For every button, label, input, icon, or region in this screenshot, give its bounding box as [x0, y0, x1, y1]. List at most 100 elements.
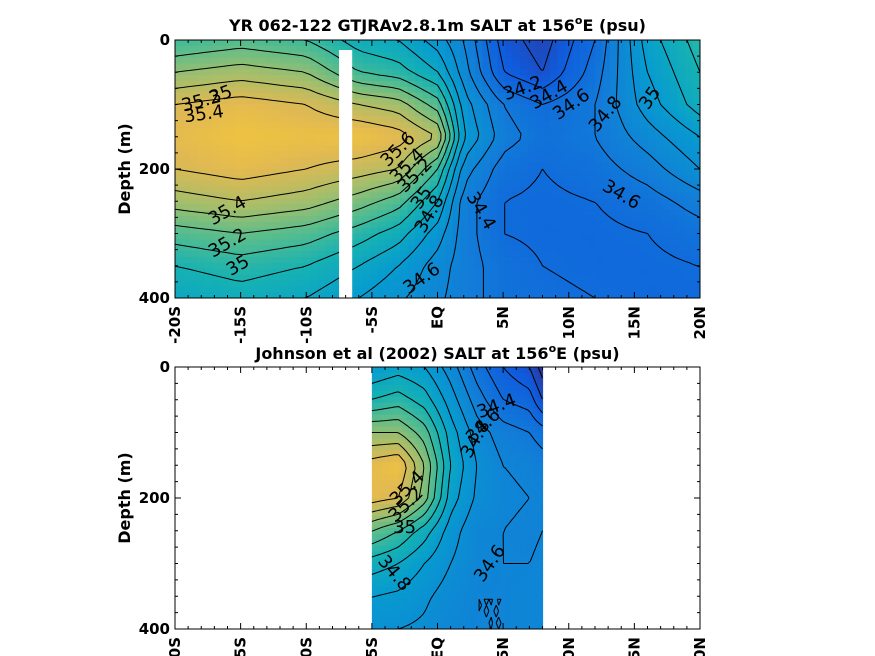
heatmap-cell [384, 474, 388, 481]
heatmap-cell [466, 396, 470, 404]
heatmap-cell [212, 256, 221, 264]
heatmap-cell [505, 372, 509, 380]
heatmap-cell [670, 163, 679, 170]
heatmap-cell [432, 372, 436, 380]
heatmap-cell [459, 492, 463, 499]
heatmap-cell [362, 145, 371, 153]
heatmap-cell [287, 174, 296, 182]
heatmap-cell [425, 503, 429, 511]
heatmap-cell [212, 92, 221, 100]
heatmap-cell [508, 492, 512, 499]
heatmap-cell [376, 474, 380, 481]
heatmap-cell [482, 215, 491, 223]
heatmap-cell [632, 75, 641, 82]
heatmap-cell [182, 215, 191, 223]
heatmap-cell [452, 157, 461, 164]
heatmap-cell [471, 498, 475, 505]
heatmap-cell [540, 384, 544, 392]
heatmap-cell [460, 262, 469, 270]
heatmap-cell [250, 210, 259, 217]
heatmap-cell [580, 268, 589, 276]
heatmap-cell [317, 69, 326, 76]
heatmap-cell [479, 420, 483, 428]
heatmap-cell [520, 274, 529, 282]
heatmap-cell [287, 92, 296, 100]
heatmap-cell [632, 245, 641, 252]
heatmap-cell [476, 438, 480, 445]
heatmap-cell [685, 221, 694, 229]
heatmap-cell [520, 402, 524, 410]
heatmap-cell [407, 251, 416, 258]
heatmap-cell [476, 468, 480, 475]
heatmap-cell [662, 204, 671, 211]
heatmap-cell [466, 456, 470, 463]
heatmap-cell [393, 438, 397, 445]
heatmap-cell [175, 127, 184, 135]
heatmap-cell [400, 251, 409, 258]
heatmap-cell [505, 286, 514, 293]
heatmap-cell [685, 45, 694, 53]
heatmap-cell [227, 81, 236, 88]
heatmap-cell [482, 274, 491, 282]
heatmap-cell [617, 69, 626, 76]
heatmap-cell [640, 92, 649, 100]
heatmap-cell [362, 262, 371, 270]
heatmap-cell [580, 145, 589, 153]
heatmap-cell [295, 63, 304, 70]
heatmap-cell [535, 286, 544, 293]
heatmap-cell [467, 227, 476, 235]
heatmap-cell [482, 262, 491, 270]
heatmap-cell [535, 139, 544, 147]
heatmap-cell [190, 75, 199, 82]
heatmap-cell [302, 268, 311, 276]
heatmap-cell [396, 486, 400, 493]
heatmap-cell [377, 274, 386, 282]
heatmap-cell [175, 75, 184, 82]
heatmap-cell [377, 151, 386, 158]
heatmap-cell [425, 396, 429, 404]
heatmap-cell [617, 104, 626, 111]
heatmap-cell [423, 462, 427, 469]
heatmap-cell [355, 57, 364, 65]
heatmap-cell [512, 57, 521, 65]
heatmap-cell [287, 198, 296, 205]
heatmap-cell [325, 262, 334, 270]
heatmap-cell [287, 63, 296, 70]
heatmap-cell [398, 414, 402, 422]
heatmap-cell [391, 456, 395, 463]
heatmap-cell [518, 462, 522, 469]
heatmap-cell [449, 402, 453, 410]
heatmap-cell [482, 186, 491, 194]
heatmap-cell [475, 268, 484, 276]
heatmap-cell [362, 86, 371, 94]
heatmap-cell [250, 245, 259, 252]
heatmap-cell [413, 372, 417, 380]
heatmap-cell [435, 402, 439, 410]
heatmap-cell [175, 51, 184, 59]
heatmap-cell [408, 402, 412, 410]
heatmap-cell [508, 468, 512, 475]
heatmap-cell [379, 384, 383, 392]
heatmap-cell [420, 378, 424, 386]
heatmap-cell [235, 75, 244, 82]
heatmap-cell [482, 204, 491, 211]
heatmap-cell [486, 396, 490, 404]
heatmap-cell [435, 372, 439, 380]
heatmap-cell [540, 480, 544, 487]
heatmap-cell [385, 75, 394, 82]
heatmap-cell [280, 57, 289, 65]
heatmap-cell [497, 51, 506, 59]
heatmap-cell [505, 169, 514, 176]
heatmap-cell [422, 63, 431, 70]
heatmap-cell [197, 139, 206, 147]
heatmap-cell [287, 40, 296, 47]
heatmap-cell [379, 367, 383, 374]
heatmap-cell [662, 186, 671, 194]
heatmap-cell [486, 367, 490, 374]
heatmap-cell [565, 251, 574, 258]
heatmap-cell [482, 251, 491, 258]
heatmap-cell [379, 480, 383, 487]
heatmap-cell [655, 151, 664, 158]
heatmap-cell [407, 239, 416, 246]
heatmap-cell [257, 233, 266, 240]
